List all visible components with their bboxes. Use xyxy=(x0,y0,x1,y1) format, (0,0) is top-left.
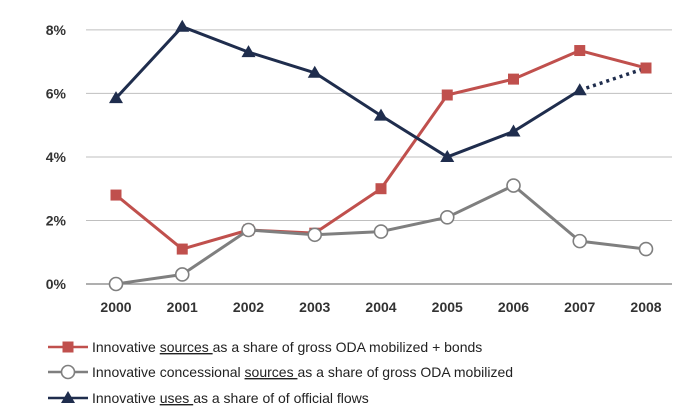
tick-labels: 0% 2% 4% 6% 8% 2000 2001 2002 2003 2004 2005 2006 20… xyxy=(46,22,662,315)
point-uses xyxy=(241,45,256,58)
point-concessional xyxy=(108,276,124,292)
x-tick-label: 2008 xyxy=(630,299,661,315)
series-line-sources xyxy=(115,49,647,251)
y-tick-label: 6% xyxy=(46,85,67,101)
legend-marker-uses xyxy=(61,391,75,403)
legend-marker-sources xyxy=(62,341,74,353)
point-concessional xyxy=(174,267,190,282)
y-tick-label: 8% xyxy=(46,22,67,38)
x-tick-label: 2003 xyxy=(299,299,330,315)
point-uses xyxy=(572,83,587,96)
point-concessional xyxy=(506,178,521,193)
point-uses xyxy=(440,149,455,162)
point-sources xyxy=(441,89,453,101)
point-uses xyxy=(175,19,190,32)
legend-label: Innovative uses as a share of of officia… xyxy=(92,390,369,406)
y-tick-label: 4% xyxy=(46,149,67,165)
point-uses xyxy=(307,65,322,78)
series-line-uses xyxy=(114,25,581,159)
point-sources xyxy=(110,189,122,201)
point-concessional xyxy=(373,224,389,239)
x-tick-label: 2006 xyxy=(498,299,529,315)
point-sources xyxy=(375,183,387,195)
point-concessional xyxy=(439,209,455,225)
point-concessional xyxy=(638,241,654,257)
point-sources xyxy=(176,243,188,255)
point-uses xyxy=(506,124,521,137)
point-sources xyxy=(640,62,652,74)
x-tick-label: 2002 xyxy=(233,299,264,315)
point-concessional xyxy=(572,233,588,249)
x-tick-label: 2007 xyxy=(564,299,595,315)
series-line-uses-projection xyxy=(579,66,647,92)
legend-entry-sources: Innovative sources as a share of gross O… xyxy=(48,339,482,355)
point-uses xyxy=(109,91,123,104)
point-concessional xyxy=(241,222,256,238)
point-sources xyxy=(574,45,586,57)
x-tick-label: 2005 xyxy=(432,299,463,315)
x-tick-label: 2004 xyxy=(365,299,396,315)
series-markers xyxy=(108,19,654,292)
legend-label: Innovative concessional sources as a sha… xyxy=(92,364,513,380)
point-uses xyxy=(374,108,388,121)
point-sources xyxy=(508,73,519,85)
y-tick-label: 0% xyxy=(46,276,67,292)
y-tick-label: 2% xyxy=(46,212,67,228)
legend: Innovative sources as a share of gross O… xyxy=(48,339,513,406)
legend-marker-concessional xyxy=(60,364,76,380)
series-lines xyxy=(114,25,647,286)
legend-entry-uses: Innovative uses as a share of of officia… xyxy=(48,390,369,406)
legend-entry-concessional: Innovative concessional sources as a sha… xyxy=(48,364,513,380)
x-tick-label: 2001 xyxy=(167,299,198,315)
point-concessional xyxy=(307,227,323,243)
x-tick-label: 2000 xyxy=(100,299,131,315)
legend-label: Innovative sources as a share of gross O… xyxy=(92,339,482,355)
